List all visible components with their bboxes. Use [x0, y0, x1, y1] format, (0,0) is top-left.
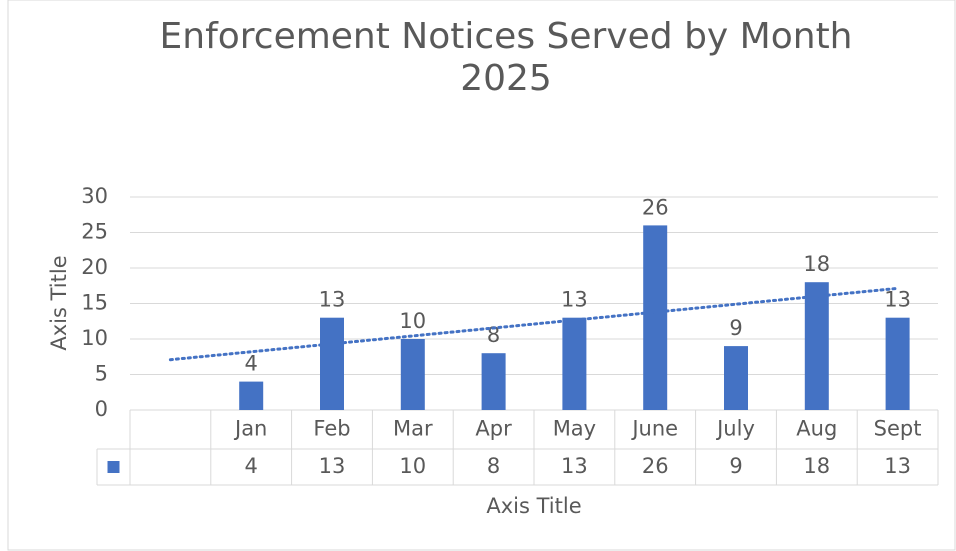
table-value: 8 [487, 454, 500, 478]
x-tick-label: May [553, 417, 596, 441]
x-tick-label: July [715, 417, 755, 441]
chart-subtitle: 2025 [460, 58, 552, 99]
legend-key [107, 461, 120, 473]
data-label: 26 [642, 195, 669, 219]
data-label: 13 [319, 288, 346, 312]
table-value: 26 [642, 454, 669, 478]
y-tick-label: 15 [81, 291, 108, 315]
bar [320, 317, 344, 410]
x-tick-label: Feb [313, 417, 350, 441]
data-label: 13 [884, 288, 911, 312]
y-tick-label: 30 [81, 184, 108, 208]
x-tick-label: Apr [475, 417, 512, 441]
data-label: 9 [729, 316, 742, 340]
chart-title: Enforcement Notices Served by Month [160, 16, 853, 57]
table-value: 13 [561, 454, 588, 478]
y-tick-label: 20 [81, 255, 108, 279]
y-axis-title: Axis Title [47, 255, 71, 350]
table-value: 18 [803, 454, 830, 478]
y-tick-label: 10 [81, 326, 108, 350]
table-value: 13 [319, 454, 346, 478]
bar [885, 317, 910, 410]
data-label: 10 [399, 309, 426, 333]
table-value: 10 [399, 454, 426, 478]
y-tick-label: 25 [81, 220, 108, 244]
y-tick-label: 5 [95, 362, 108, 386]
chart-area [7, 0, 956, 551]
bar [400, 339, 425, 410]
bar [239, 381, 264, 410]
data-label: 13 [561, 288, 588, 312]
table-value: 13 [884, 454, 911, 478]
x-tick-label: Jan [233, 417, 267, 441]
data-label: 8 [487, 323, 500, 347]
data-label: 4 [245, 352, 258, 376]
table-value: 9 [729, 454, 742, 478]
x-tick-label: Aug [796, 417, 837, 441]
x-tick-label: Sept [874, 417, 922, 441]
x-tick-label: Mar [393, 417, 433, 441]
x-tick-label: June [630, 417, 678, 441]
x-axis-title: Axis Title [486, 494, 581, 518]
bar [643, 225, 668, 410]
data-label: 18 [803, 252, 830, 276]
trendline [168, 286, 900, 362]
table-value: 4 [245, 454, 258, 478]
bar [724, 346, 748, 410]
bar [804, 282, 829, 410]
bar [562, 317, 587, 410]
y-tick-label: 0 [95, 397, 108, 421]
bar [481, 353, 506, 410]
